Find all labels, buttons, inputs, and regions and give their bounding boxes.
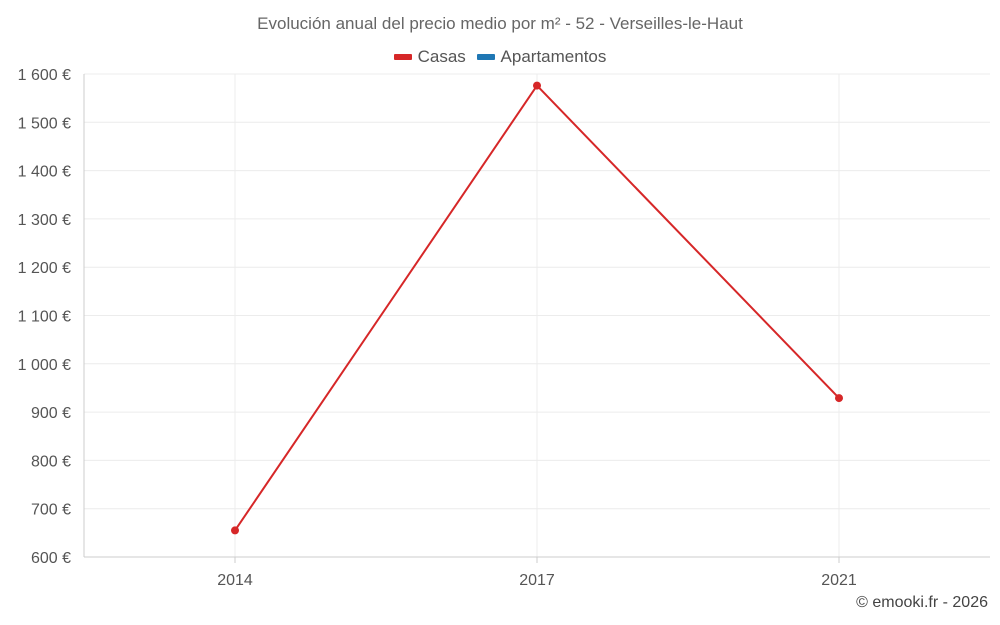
x-tick-label: 2017 [519, 572, 555, 589]
y-tick-label: 1 200 € [18, 260, 71, 277]
legend-swatch-casas [393, 54, 412, 60]
chart-title: Evolución anual del precio medio por m² … [257, 14, 743, 33]
y-tick-label: 1 100 € [18, 309, 71, 326]
legend-label-apartamentos: Apartamentos [500, 47, 607, 66]
data-point-casas-2014[interactable] [231, 526, 239, 535]
data-point-casas-2017[interactable] [533, 81, 541, 90]
x-tick-label: 2014 [217, 572, 253, 589]
data-point-casas-2021[interactable] [835, 394, 843, 403]
y-tick-label: 1 500 € [18, 115, 71, 132]
legend-item-casas[interactable]: Casas [393, 47, 466, 67]
y-tick-label: 900 € [31, 405, 71, 422]
y-tick-label: 600 € [31, 550, 71, 567]
legend-label-casas: Casas [417, 47, 466, 66]
y-tick-label: 800 € [31, 453, 71, 470]
credits[interactable]: © emooki.fr - 2026 [856, 594, 988, 611]
y-tick-label: 1 600 € [18, 67, 71, 84]
y-tick-label: 1 300 € [18, 212, 71, 229]
legend-swatch-apartamentos [476, 54, 495, 60]
legend-item-apartamentos[interactable]: Apartamentos [476, 47, 607, 67]
legend: Casas Apartamentos [0, 45, 1000, 67]
x-tick-label: 2021 [821, 572, 857, 589]
y-tick-label: 700 € [31, 502, 71, 519]
y-tick-label: 1 000 € [18, 357, 71, 374]
y-tick-label: 1 400 € [18, 164, 71, 181]
